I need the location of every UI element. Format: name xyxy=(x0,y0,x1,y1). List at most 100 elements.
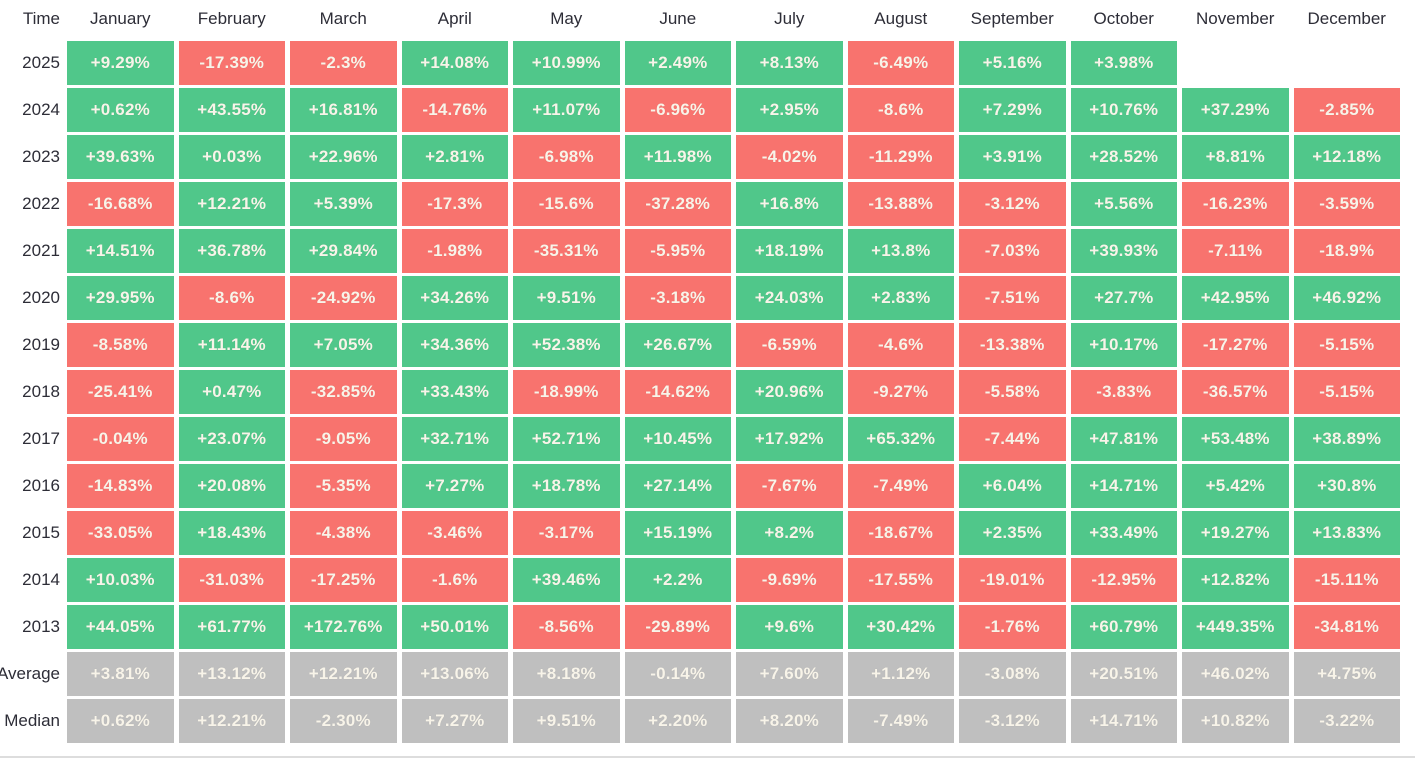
return-cell: -2.30% xyxy=(290,699,397,743)
month-header: January xyxy=(90,9,151,28)
return-cell: +8.2% xyxy=(736,511,843,555)
return-cell: +39.46% xyxy=(513,558,620,602)
return-cell: +13.83% xyxy=(1293,511,1400,555)
return-cell: +13.12% xyxy=(178,652,285,696)
return-cell: -7.11% xyxy=(1182,229,1289,273)
return-cell: +4.75% xyxy=(1293,652,1400,696)
return-cell: +14.51% xyxy=(67,229,174,273)
month-header: April xyxy=(437,9,472,28)
return-cell: -9.69% xyxy=(736,558,843,602)
return-cell: -17.27% xyxy=(1182,323,1289,367)
return-cell: -3.22% xyxy=(1293,699,1400,743)
return-cell: -3.12% xyxy=(959,182,1066,226)
return-cell: +52.71% xyxy=(513,417,620,461)
return-cell: +6.04% xyxy=(959,464,1066,508)
return-cell: -17.39% xyxy=(178,41,285,85)
return-cell: +2.95% xyxy=(736,88,843,132)
return-cell: +14.08% xyxy=(401,41,508,85)
return-cell: -11.29% xyxy=(847,135,954,179)
return-cell: +12.21% xyxy=(178,182,285,226)
return-cell: +0.62% xyxy=(67,88,174,132)
return-cell: -3.59% xyxy=(1293,182,1400,226)
return-cell: -5.15% xyxy=(1293,323,1400,367)
return-cell: +2.20% xyxy=(624,699,731,743)
row-label: 2018 xyxy=(22,382,60,401)
return-cell: +17.92% xyxy=(736,417,843,461)
return-cell: +26.67% xyxy=(624,323,731,367)
return-cell: +33.49% xyxy=(1070,511,1177,555)
return-cell: -3.46% xyxy=(401,511,508,555)
return-cell: -24.92% xyxy=(290,276,397,320)
return-cell: -5.15% xyxy=(1293,370,1400,414)
return-cell: +32.71% xyxy=(401,417,508,461)
return-cell: -7.49% xyxy=(847,699,954,743)
return-cell: +1.12% xyxy=(847,652,954,696)
return-cell: +20.08% xyxy=(178,464,285,508)
return-cell: +2.81% xyxy=(401,135,508,179)
return-cell: +11.14% xyxy=(178,323,285,367)
row-label: 2021 xyxy=(22,241,60,260)
return-cell: +10.17% xyxy=(1070,323,1177,367)
return-cell: +0.03% xyxy=(178,135,285,179)
return-cell: +8.81% xyxy=(1182,135,1289,179)
row-label: 2014 xyxy=(22,570,60,589)
return-cell: -7.67% xyxy=(736,464,843,508)
row-label: 2017 xyxy=(22,429,60,448)
return-cell: -13.88% xyxy=(847,182,954,226)
return-cell: +5.39% xyxy=(290,182,397,226)
return-cell: +30.8% xyxy=(1293,464,1400,508)
return-cell: -2.3% xyxy=(290,41,397,85)
return-cell: +3.98% xyxy=(1070,41,1177,85)
return-cell: +5.42% xyxy=(1182,464,1289,508)
return-cell: +20.51% xyxy=(1070,652,1177,696)
return-cell: +60.79% xyxy=(1070,605,1177,649)
row-label: 2024 xyxy=(22,100,60,119)
return-cell: -3.17% xyxy=(513,511,620,555)
return-cell: -4.38% xyxy=(290,511,397,555)
time-column-header: Time xyxy=(22,9,60,28)
return-cell: +9.51% xyxy=(513,276,620,320)
return-cell: +8.18% xyxy=(513,652,620,696)
return-cell: -12.95% xyxy=(1070,558,1177,602)
return-cell: -3.83% xyxy=(1070,370,1177,414)
return-cell: -31.03% xyxy=(178,558,285,602)
return-cell: -37.28% xyxy=(624,182,731,226)
return-cell: +9.6% xyxy=(736,605,843,649)
return-cell: +27.7% xyxy=(1070,276,1177,320)
return-cell: +9.29% xyxy=(67,41,174,85)
return-cell: +43.55% xyxy=(178,88,285,132)
return-cell: -33.05% xyxy=(67,511,174,555)
return-cell: +14.71% xyxy=(1070,699,1177,743)
return-cell: +19.27% xyxy=(1182,511,1289,555)
return-cell: -8.58% xyxy=(67,323,174,367)
return-cell: +10.03% xyxy=(67,558,174,602)
return-cell: +28.52% xyxy=(1070,135,1177,179)
return-cell: +2.2% xyxy=(624,558,731,602)
empty-cell xyxy=(1294,41,1401,85)
return-cell: +53.48% xyxy=(1182,417,1289,461)
return-cell: -32.85% xyxy=(290,370,397,414)
return-cell: +8.13% xyxy=(736,41,843,85)
return-cell: +16.81% xyxy=(290,88,397,132)
return-cell: -18.67% xyxy=(847,511,954,555)
return-cell: +449.35% xyxy=(1182,605,1289,649)
return-cell: +8.20% xyxy=(736,699,843,743)
bottom-divider xyxy=(0,756,1415,758)
return-cell: -8.6% xyxy=(178,276,285,320)
return-cell: -15.11% xyxy=(1293,558,1400,602)
return-cell: +10.45% xyxy=(624,417,731,461)
return-cell: -4.02% xyxy=(736,135,843,179)
return-cell: +22.96% xyxy=(290,135,397,179)
return-cell: +38.89% xyxy=(1293,417,1400,461)
return-cell: -4.6% xyxy=(847,323,954,367)
return-cell: -7.49% xyxy=(847,464,954,508)
return-cell: +44.05% xyxy=(67,605,174,649)
return-cell: +39.93% xyxy=(1070,229,1177,273)
return-cell: +2.49% xyxy=(624,41,731,85)
return-cell: -35.31% xyxy=(513,229,620,273)
return-cell: -19.01% xyxy=(959,558,1066,602)
return-cell: +5.56% xyxy=(1070,182,1177,226)
return-cell: -18.9% xyxy=(1293,229,1400,273)
return-cell: +2.83% xyxy=(847,276,954,320)
row-label: 2022 xyxy=(22,194,60,213)
